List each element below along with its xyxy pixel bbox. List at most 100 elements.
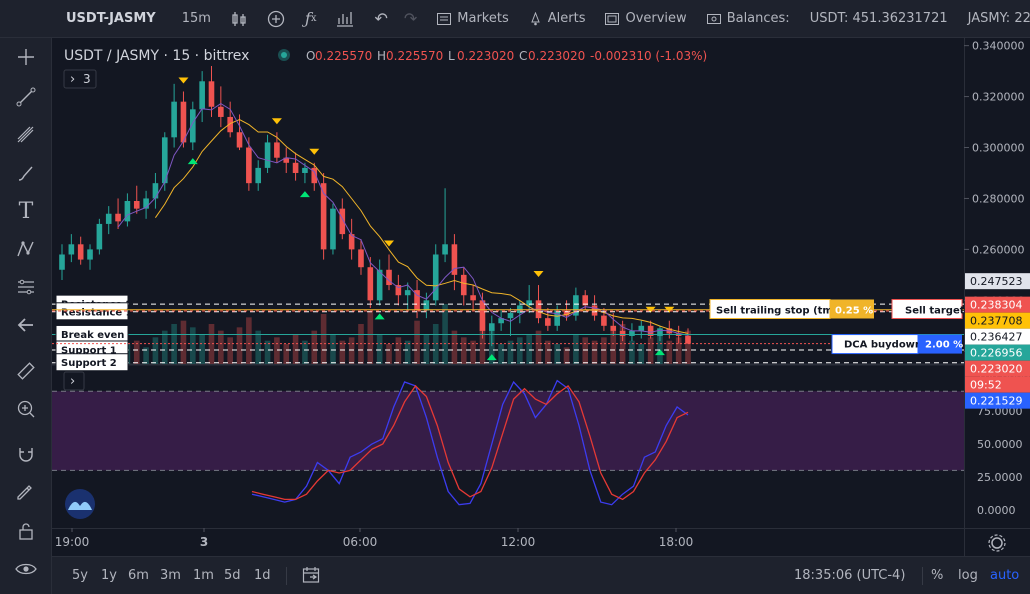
redo-icon[interactable]: ↷	[403, 9, 418, 28]
volume-bar	[685, 330, 691, 364]
balances-button[interactable]: Balances:	[699, 0, 798, 37]
candle	[638, 320, 645, 339]
ruler-icon[interactable]	[0, 356, 52, 386]
price-label-text: 0.226956	[970, 347, 1023, 360]
volume-bar	[180, 320, 187, 364]
price-tick-label: 0.320000	[972, 91, 1025, 104]
stochastic-toggle[interactable]: ›	[63, 371, 85, 391]
price-label-text: 0.238304	[970, 299, 1023, 312]
candle-body	[124, 201, 131, 222]
templates-icon[interactable]	[328, 0, 362, 37]
alerts-button[interactable]: Alerts	[521, 0, 594, 37]
eye-icon[interactable]	[0, 554, 52, 584]
markets-button[interactable]: Markets	[429, 0, 516, 37]
legend-change: -0.002310 (-1.03%)	[590, 49, 707, 63]
time-axis[interactable]: 19:00 3 06:00 12:00 18:00	[55, 528, 694, 549]
magnet-icon[interactable]	[0, 440, 52, 470]
price-axis-labels: 0.247523 0.238304 0.237708 0.236427 0.226956…	[965, 273, 1030, 409]
legend-open-label: O	[306, 49, 315, 63]
indicators-toggle[interactable]: › 3	[63, 69, 97, 89]
prediction-tool-icon[interactable]	[0, 272, 52, 302]
price-label-box	[965, 312, 1030, 329]
sell-trailing-pct-box	[830, 299, 874, 319]
candle	[218, 86, 224, 128]
candle	[302, 162, 308, 184]
settings-gear-icon[interactable]	[988, 534, 1006, 552]
price-label: 0.237708	[965, 312, 1030, 329]
range-5d-button[interactable]: 5d	[224, 568, 241, 583]
overview-button[interactable]: Overview	[597, 0, 694, 37]
range-1y-button[interactable]: 1y	[101, 568, 117, 583]
alerts-label: Alerts	[547, 11, 586, 26]
volume-bar	[264, 340, 271, 364]
percent-toggle[interactable]: %	[931, 568, 944, 583]
go-to-date-icon[interactable]	[302, 566, 320, 588]
add-compare-icon[interactable]	[259, 0, 293, 37]
jasmy-balance: JASMY: 221.6	[967, 11, 1030, 26]
sell-target-label[interactable]: Sell target	[891, 298, 965, 319]
text-tool-icon[interactable]: T	[18, 198, 34, 224]
candle	[685, 328, 691, 344]
sell-trailing-stop-label[interactable]: Sell trailing stop (tm)0.25 %	[709, 298, 874, 319]
volume-bar	[302, 340, 308, 364]
trend-line-icon[interactable]	[0, 82, 52, 112]
volume-bar	[171, 324, 177, 364]
level-label-text: Break even	[61, 330, 124, 341]
candle-body	[610, 325, 617, 331]
volume-bar	[479, 317, 486, 364]
log-toggle[interactable]: log	[958, 568, 978, 583]
candle-body	[582, 295, 589, 306]
level-label[interactable]: Support 2	[55, 353, 129, 372]
candle	[124, 193, 131, 227]
zoom-in-icon[interactable]	[0, 394, 52, 424]
price-tick-label: 0.260000	[972, 243, 1025, 256]
dca-buydown-label[interactable]: DCA buydown 2.00 %	[831, 334, 963, 355]
level-label-box	[55, 302, 129, 321]
crosshair-icon[interactable]	[0, 42, 52, 72]
stochastic-d-line	[251, 384, 689, 501]
candle	[423, 292, 430, 319]
range-1d-button[interactable]: 1d	[254, 568, 271, 583]
candle	[395, 274, 402, 306]
chart-area[interactable]: 0.340000 0.320000 0.300000 0.280000 0.260000…	[52, 38, 1030, 556]
candle	[320, 172, 327, 260]
pattern-tool-icon[interactable]	[0, 234, 52, 264]
gear-teeth	[988, 534, 1006, 552]
stochastic-band	[52, 391, 964, 471]
stochastic-toggle-box	[63, 371, 85, 391]
range-6m-button[interactable]: 6m	[128, 568, 149, 583]
range-3m-button[interactable]: 3m	[160, 568, 181, 583]
candle-body	[554, 310, 560, 326]
candle-body	[246, 147, 252, 184]
candle	[311, 162, 318, 191]
brush-icon[interactable]	[0, 158, 52, 188]
volume-bar	[161, 330, 168, 364]
price-label-text: 0.236427	[970, 331, 1023, 344]
lock-icon[interactable]	[0, 516, 52, 546]
fib-tool-icon[interactable]	[0, 120, 52, 150]
interval-selector[interactable]: 15m	[181, 11, 211, 26]
candle	[96, 218, 103, 255]
auto-toggle[interactable]: auto	[990, 568, 1020, 583]
range-1m-button[interactable]: 1m	[193, 568, 214, 583]
undo-icon[interactable]: ↶	[374, 9, 388, 28]
stay-drawing-icon[interactable]	[0, 478, 52, 508]
price-label-box	[965, 392, 1030, 409]
range-5y-button[interactable]: 5y	[72, 568, 88, 583]
time-tick-label: 18:00	[659, 535, 694, 549]
candle-body	[545, 318, 551, 326]
level-label[interactable]: Resistance 1	[55, 302, 133, 321]
sell-trailing-text: Sell trailing stop (tm)	[716, 305, 837, 316]
candle-style-icon[interactable]	[223, 0, 255, 37]
candle-body	[190, 109, 196, 143]
clock-timezone[interactable]: 18:35:06 (UTC-4)	[794, 568, 906, 583]
volume-bar	[348, 337, 355, 364]
candle-body	[507, 313, 514, 319]
candle	[143, 190, 149, 219]
volume-bar	[647, 337, 654, 364]
symbol-selector[interactable]: USDT-JASMY	[66, 11, 156, 26]
level-label[interactable]: Break even	[55, 324, 129, 343]
back-arrow-icon[interactable]	[0, 310, 52, 340]
legend-close-label: C	[519, 49, 527, 63]
